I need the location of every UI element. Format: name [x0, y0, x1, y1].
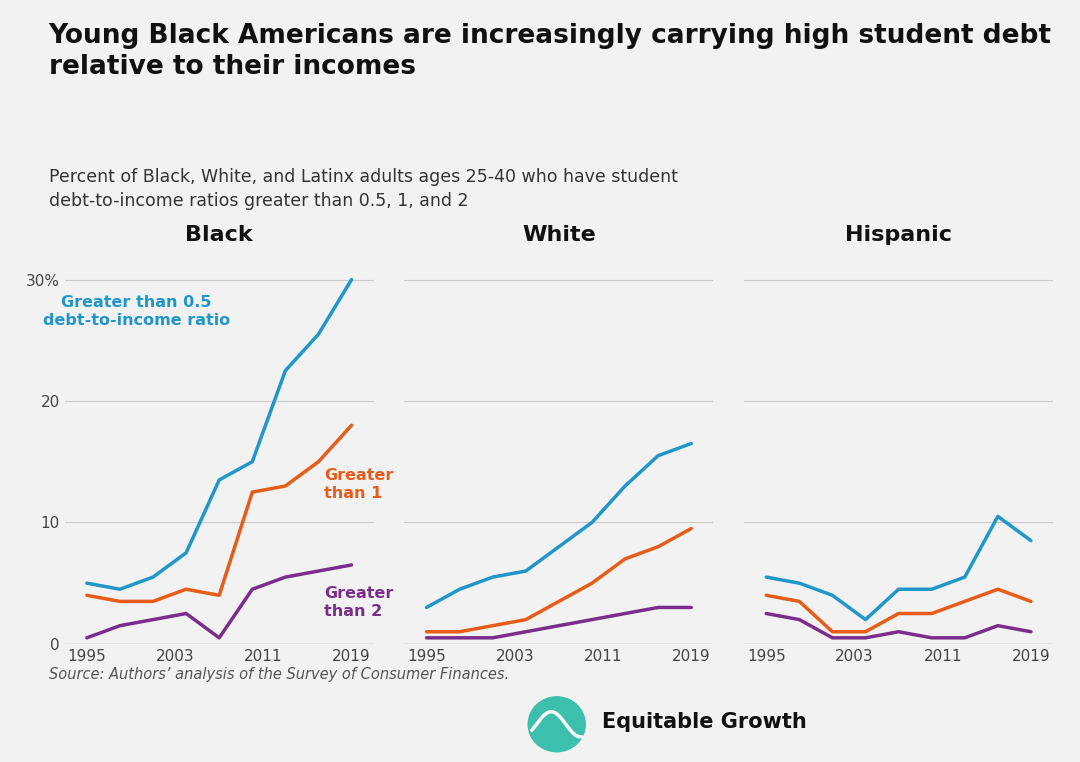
Text: Percent of Black, White, and Latinx adults ages 25-40 who have student
debt-to-i: Percent of Black, White, and Latinx adul…	[49, 168, 677, 210]
Text: Equitable Growth: Equitable Growth	[602, 712, 807, 732]
Title: Black: Black	[186, 226, 253, 245]
Text: Greater than 0.5
debt-to-income ratio: Greater than 0.5 debt-to-income ratio	[43, 295, 230, 328]
Text: Young Black Americans are increasingly carrying high student debt
relative to th: Young Black Americans are increasingly c…	[49, 23, 1052, 80]
Text: Greater
than 1: Greater than 1	[324, 468, 393, 501]
Title: White: White	[522, 226, 596, 245]
Text: Source: Authors’ analysis of the Survey of Consumer Finances.: Source: Authors’ analysis of the Survey …	[49, 667, 509, 682]
Title: Hispanic: Hispanic	[845, 226, 953, 245]
Text: Greater
than 2: Greater than 2	[324, 585, 393, 620]
Circle shape	[528, 696, 585, 751]
